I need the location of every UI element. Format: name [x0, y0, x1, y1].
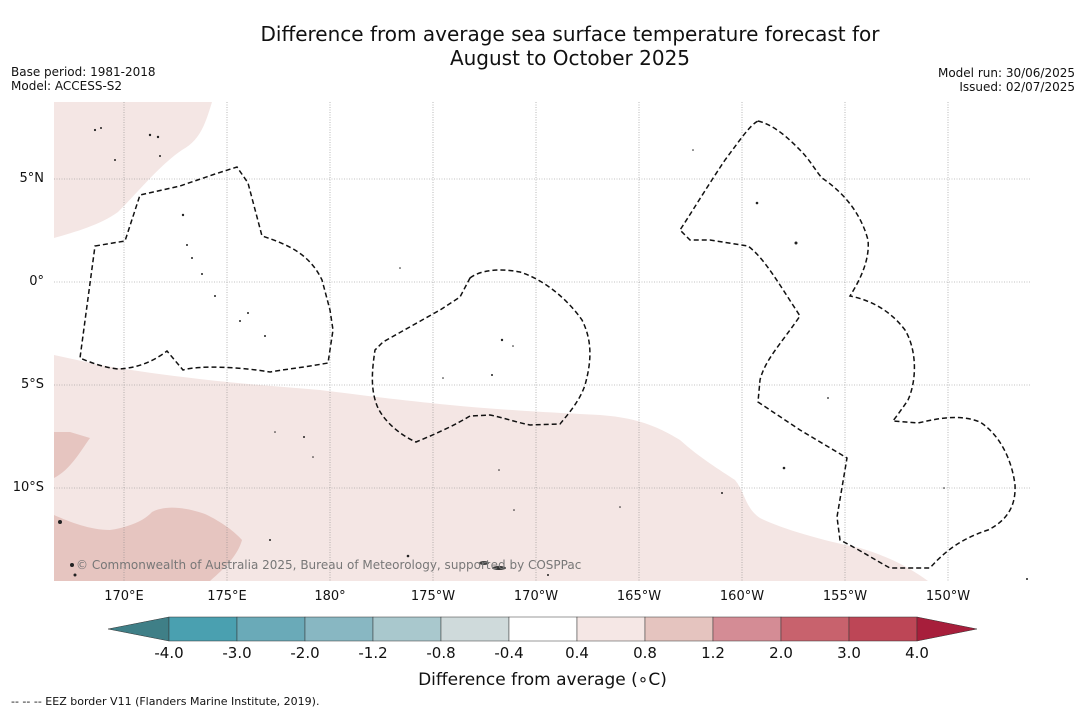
colorbar-segment	[168, 616, 238, 642]
model-run: Model run: 30/06/2025	[937, 66, 1075, 80]
colorbar-segment	[644, 616, 714, 642]
colorbar-tick-label: -2.0	[290, 644, 320, 662]
lon-label-180: 180°	[314, 589, 346, 604]
colorbar-tick-label: -0.4	[494, 644, 524, 662]
colorbar-segment	[236, 616, 306, 642]
colorbar-tick-label: -0.8	[426, 644, 456, 662]
anomaly-region-north	[54, 102, 212, 238]
colorbar-tick-label: 3.0	[837, 644, 861, 662]
colorbar	[107, 616, 978, 642]
lon-label-170w: 170°W	[513, 589, 559, 604]
issued-date: Issued: 02/07/2025	[959, 80, 1075, 94]
colorbar-arrow-high	[916, 616, 978, 642]
lat-label-0: 0°	[29, 274, 44, 289]
colorbar-arrow-low	[107, 616, 170, 642]
anomaly-region-warm-southwest	[54, 507, 242, 581]
colorbar-segment	[304, 616, 374, 642]
colorbar-tick-label: 2.0	[769, 644, 793, 662]
colorbar-segment	[508, 616, 578, 642]
colorbar-tick-label: 1.2	[701, 644, 725, 662]
anomaly-region-south	[54, 355, 928, 581]
lon-label-175e: 175°E	[207, 589, 247, 604]
title-line-2: August to October 2025	[449, 46, 691, 70]
copyright-notice: © Commonwealth of Australia 2025, Bureau…	[76, 558, 582, 572]
colorbar-tick-label: 4.0	[905, 644, 929, 662]
lon-label-165w: 165°W	[616, 589, 662, 604]
colorbar-tick-label: -3.0	[222, 644, 252, 662]
lon-label-175w: 175°W	[410, 589, 456, 604]
colorbar-segment	[780, 616, 850, 642]
eez-footnote: -- -- -- EEZ border V11 (Flanders Marine…	[11, 695, 320, 708]
lat-label-5s: 5°S	[20, 377, 44, 392]
anomaly-region-warm-west	[54, 432, 90, 478]
colorbar-tick-label: -1.2	[358, 644, 388, 662]
eez-borders	[79, 120, 1016, 569]
lon-label-150w: 150°W	[925, 589, 971, 604]
lat-label-10s: 10°S	[12, 480, 44, 495]
map-title: Difference from average sea surface temp…	[0, 22, 1085, 70]
lon-label-155w: 155°W	[822, 589, 868, 604]
colorbar-segment	[440, 616, 510, 642]
colorbar-segment	[712, 616, 782, 642]
colorbar-tick-label: -4.0	[154, 644, 184, 662]
colorbar-tick-label: 0.4	[565, 644, 589, 662]
islands	[58, 127, 1028, 580]
eez-border-central	[371, 269, 591, 443]
lon-label-170e: 170°E	[104, 589, 144, 604]
title-line-1: Difference from average sea surface temp…	[260, 22, 880, 46]
map-area	[54, 102, 1031, 581]
model-name: Model: ACCESS-S2	[11, 79, 123, 93]
colorbar-tick-label: 0.8	[633, 644, 657, 662]
colorbar-segment	[576, 616, 646, 642]
colorbar-segment	[372, 616, 442, 642]
lon-label-160w: 160°W	[719, 589, 765, 604]
colorbar-segment	[848, 616, 918, 642]
colorbar-title: Difference from average (∘C)	[418, 670, 667, 690]
meta-right: Model run: 30/06/2025 Issued: 02/07/2025	[938, 66, 1075, 94]
lat-label-5n: 5°N	[19, 171, 45, 186]
base-period: Base period: 1981-2018	[11, 65, 156, 79]
meta-left: Base period: 1981-2018 Model: ACCESS-S2	[11, 65, 156, 93]
